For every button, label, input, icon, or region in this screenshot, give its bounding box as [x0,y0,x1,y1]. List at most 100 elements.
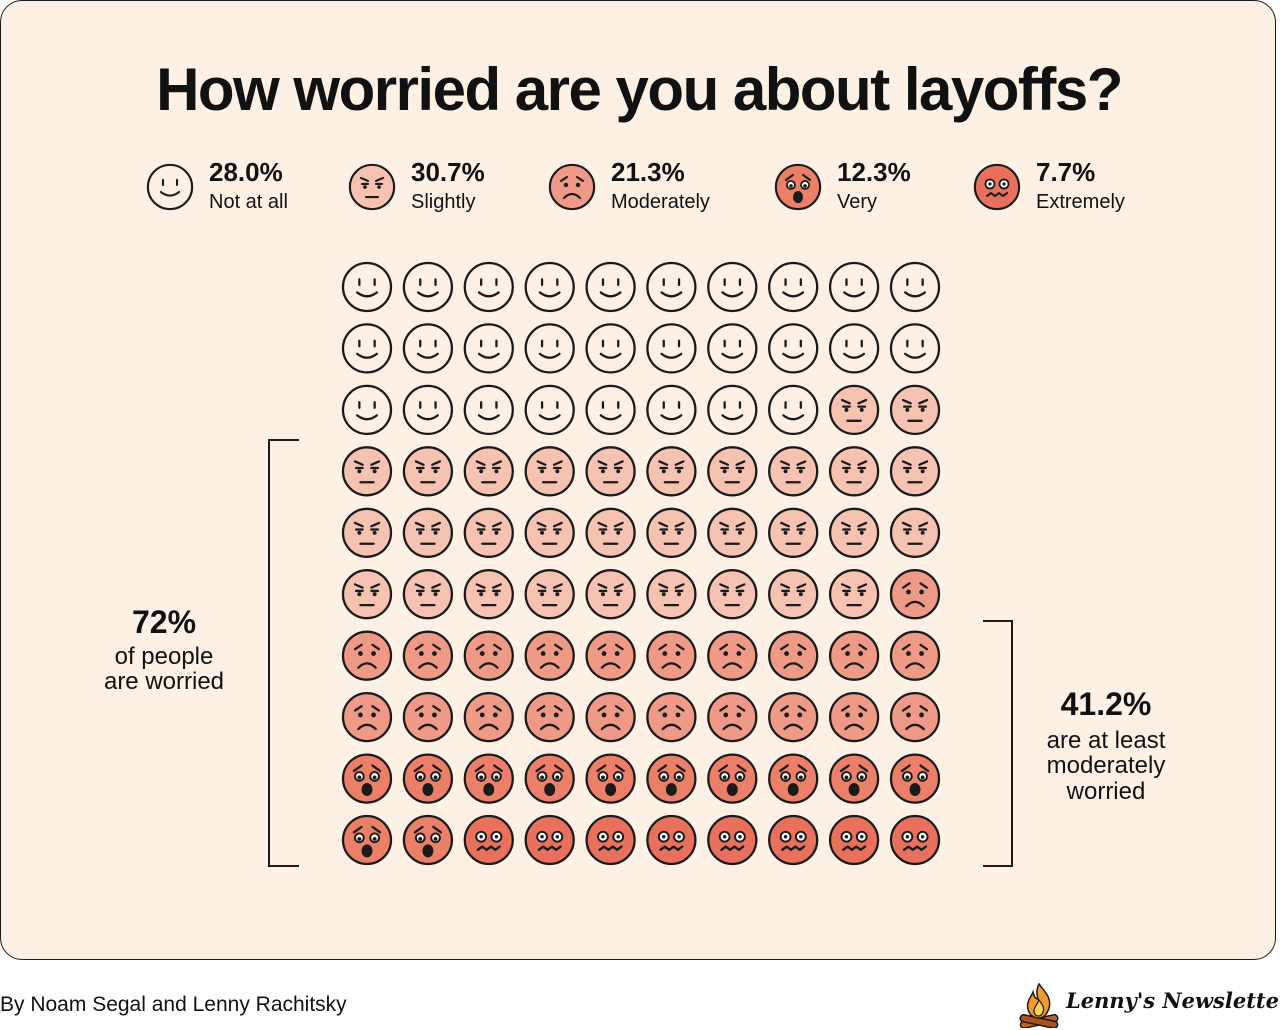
face-mark-not-at-all [889,261,941,313]
face-mark-slightly [463,569,514,620]
face-mark-moderately [889,569,941,620]
face-mark-slightly [402,446,454,497]
legend-percent: 7.7% [1036,157,1096,187]
face-mark-very [402,814,454,866]
face-mark-moderately [707,630,758,681]
face-mark-slightly [524,507,575,558]
face-mark-moderately [768,630,819,681]
face-mark-extremely [707,814,758,866]
legend-percent: 30.7% [411,157,485,187]
infographic-card: How worried are you about layoffs? 28.0%… [0,0,1276,960]
byline: By Noam Segal and Lenny Rachitsky [0,993,347,1016]
face-mark-not-at-all [524,384,575,436]
face-mark-moderately [828,630,880,681]
face-mark-moderately [889,691,941,743]
face-mark-not-at-all [889,323,941,374]
face-mark-moderately [463,691,514,743]
right-callout-line3: worried [1066,777,1146,805]
face-mark-slightly [646,446,697,497]
face-mark-not-at-all [707,384,758,436]
face-mark-slightly [341,446,393,497]
frowning-face-icon [548,163,596,211]
face-mark-very [463,753,514,804]
face-mark-not-at-all [646,261,697,313]
legend-label: Not at all [209,191,288,213]
face-mark-slightly [828,446,880,497]
face-mark-not-at-all [402,323,454,374]
right-callout-line1: are at least [1046,727,1166,755]
face-mark-extremely [585,814,636,866]
face-mark-slightly [889,507,941,558]
face-mark-extremely [828,814,880,866]
face-mark-moderately [646,691,697,743]
face-mark-extremely [646,814,697,866]
face-mark-extremely [889,814,941,866]
face-mark-not-at-all [585,261,636,313]
face-mark-extremely [768,814,819,866]
face-mark-not-at-all [768,261,819,313]
face-mark-slightly [402,569,454,620]
face-mark-moderately [889,630,941,681]
face-mark-slightly [828,569,880,620]
face-mark-not-at-all [463,323,514,374]
face-mark-moderately [524,691,575,743]
neutral-face-icon [146,163,194,211]
face-mark-very [768,753,819,804]
legend-label: Slightly [411,191,476,213]
face-mark-not-at-all [402,384,454,436]
face-mark-moderately [402,691,454,743]
face-mark-slightly [828,507,880,558]
slightly-worried-face-icon [348,163,396,211]
face-mark-not-at-all [646,384,697,436]
face-mark-not-at-all [646,323,697,374]
face-mark-extremely [524,814,575,866]
face-mark-very [402,753,454,804]
face-mark-moderately [341,691,393,743]
face-mark-not-at-all [768,323,819,374]
face-mark-slightly [707,569,758,620]
face-mark-not-at-all [828,261,880,313]
face-mark-slightly [889,384,941,436]
face-mark-moderately [707,691,758,743]
face-mark-slightly [707,446,758,497]
face-mark-very [707,753,758,804]
face-mark-not-at-all [585,323,636,374]
face-mark-slightly [341,569,393,620]
campfire-logo-icon [1019,982,1059,1028]
face-mark-very [828,753,880,804]
fearful-face-icon [774,163,822,211]
face-mark-slightly [341,507,393,558]
distressed-face-icon [973,163,1021,211]
face-mark-very [341,814,393,866]
face-mark-not-at-all [463,384,514,436]
face-mark-moderately [402,630,454,681]
face-mark-slightly [768,569,819,620]
face-mark-very [889,753,941,804]
legend-percent: 12.3% [837,157,911,187]
left-callout-value: 72% [131,604,197,640]
face-grid [341,261,941,866]
face-mark-moderately [828,691,880,743]
face-mark-moderately [585,691,636,743]
face-mark-moderately [768,691,819,743]
face-mark-not-at-all [341,261,393,313]
face-mark-moderately [341,630,393,681]
legend-percent: 21.3% [611,157,685,187]
face-mark-moderately [585,630,636,681]
face-mark-slightly [524,569,575,620]
face-mark-not-at-all [768,384,819,436]
face-mark-not-at-all [707,323,758,374]
right-callout-value: 41.2% [1060,686,1152,722]
face-mark-extremely [463,814,514,866]
face-mark-slightly [646,507,697,558]
face-mark-slightly [646,569,697,620]
face-mark-not-at-all [341,384,393,436]
face-mark-not-at-all [585,384,636,436]
face-mark-very [646,753,697,804]
chart-title: How worried are you about layoffs? [156,56,1123,123]
face-mark-slightly [524,446,575,497]
face-mark-slightly [768,507,819,558]
brand-name: Lenny's Newsletter [1066,988,1280,1013]
face-mark-slightly [402,507,454,558]
legend-label: Very [837,191,878,213]
